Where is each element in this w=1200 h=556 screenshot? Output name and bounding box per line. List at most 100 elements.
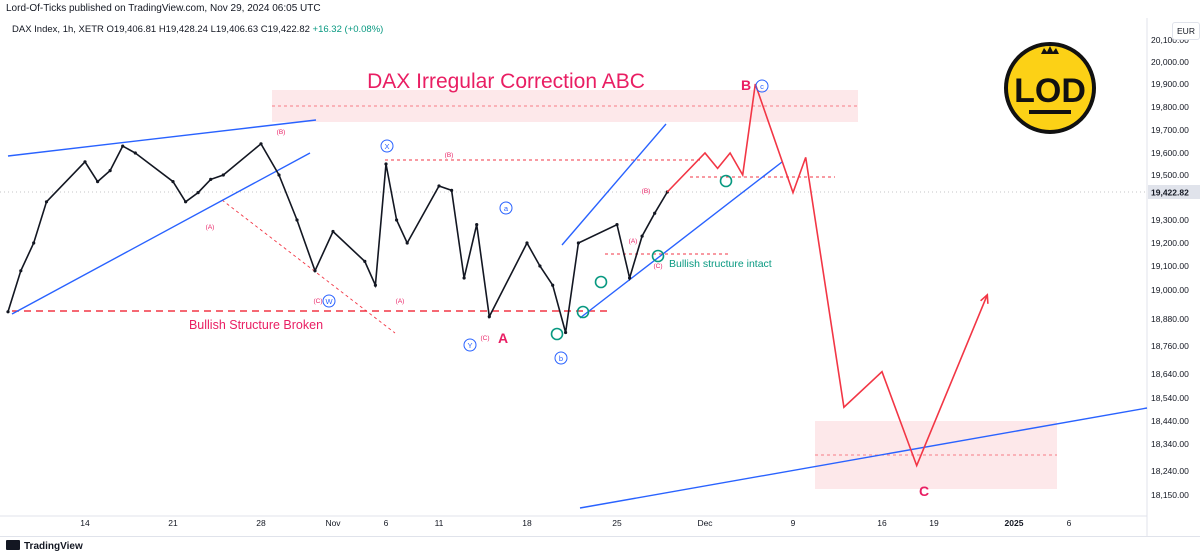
lod-logo: LOD xyxy=(1003,40,1097,134)
price-point xyxy=(475,223,478,226)
y-tick-label: 20,000.00 xyxy=(1151,57,1189,67)
last-price-label: 19,422.82 xyxy=(1151,188,1189,198)
price-point xyxy=(653,212,656,215)
wave-sublabel: (A) xyxy=(629,238,638,245)
price-point xyxy=(259,142,262,145)
price-point xyxy=(395,218,398,221)
price-point xyxy=(437,184,440,187)
price-point xyxy=(525,241,528,244)
price-change: +16.32 (+0.08%) xyxy=(313,24,384,35)
wave-sublabel: (B) xyxy=(445,152,454,159)
y-tick-label: 19,800.00 xyxy=(1151,102,1189,112)
diagonal-guide xyxy=(222,200,395,333)
price-point xyxy=(209,178,212,181)
price-point xyxy=(615,223,618,226)
price-point xyxy=(19,269,22,272)
price-point xyxy=(134,151,137,154)
symbol-name[interactable]: DAX Index, 1h, XETR xyxy=(12,24,104,35)
impulse-wave-circle-3 xyxy=(596,277,607,288)
x-tick-label: Nov xyxy=(325,518,341,528)
wave-sublabel: (B) xyxy=(642,188,651,195)
logo-text: LOD xyxy=(1014,72,1086,110)
currency-button[interactable]: EUR xyxy=(1172,22,1200,40)
wave-label-C: C xyxy=(919,483,929,499)
price-point xyxy=(32,241,35,244)
y-tick-label: 18,150.00 xyxy=(1151,490,1189,500)
wave-sublabel: (C) xyxy=(313,298,322,305)
bullish-broken-label: Bullish Structure Broken xyxy=(189,318,323,332)
y-tick-label: 19,500.00 xyxy=(1151,170,1189,180)
ohlc-high: H19,428.24 xyxy=(159,24,208,35)
y-tick-label: 18,440.00 xyxy=(1151,416,1189,426)
wave-y-label: Y xyxy=(467,341,472,350)
x-tick-label: 18 xyxy=(522,518,532,528)
price-point xyxy=(313,269,316,272)
x-tick-label: 6 xyxy=(384,518,389,528)
price-point xyxy=(222,173,225,176)
x-tick-label: 16 xyxy=(877,518,887,528)
wave-c-label: c xyxy=(760,82,764,91)
wave-b-label: b xyxy=(559,354,563,363)
y-tick-label: 18,240.00 xyxy=(1151,466,1189,476)
price-point xyxy=(538,264,541,267)
x-tick-label: 14 xyxy=(80,518,90,528)
projection-line xyxy=(667,84,987,466)
wave-w-label: W xyxy=(325,297,333,306)
ohlc-low: L19,406.63 xyxy=(211,24,259,35)
trendline-1 xyxy=(8,120,316,156)
price-point xyxy=(564,331,567,334)
price-point xyxy=(384,162,387,165)
trendline-4 xyxy=(580,162,782,318)
tradingview-brand[interactable]: TradingView xyxy=(6,540,83,552)
x-tick-label: 25 xyxy=(612,518,622,528)
price-point xyxy=(197,191,200,194)
price-point xyxy=(628,276,631,279)
ohlc-open: O19,406.81 xyxy=(107,24,157,35)
x-tick-label: 21 xyxy=(168,518,178,528)
y-tick-label: 18,340.00 xyxy=(1151,439,1189,449)
y-tick-label: 19,300.00 xyxy=(1151,215,1189,225)
x-tick-label: Dec xyxy=(697,518,713,528)
wave-label-A: A xyxy=(498,330,508,346)
price-point xyxy=(295,218,298,221)
x-tick-label: 9 xyxy=(791,518,796,528)
price-point xyxy=(463,276,466,279)
price-point xyxy=(551,284,554,287)
price-point xyxy=(109,169,112,172)
wave-sublabel: (C) xyxy=(480,335,489,342)
price-point xyxy=(374,284,377,287)
x-tick-label: 11 xyxy=(435,518,444,528)
price-point xyxy=(45,200,48,203)
impulse-wave-circle-4 xyxy=(653,251,664,262)
price-point xyxy=(450,189,453,192)
price-point xyxy=(121,145,124,148)
publisher-text: Lord-Of-Ticks published on TradingView.c… xyxy=(6,3,321,14)
ohlc-close: C19,422.82 xyxy=(261,24,310,35)
y-tick-label: 19,900.00 xyxy=(1151,79,1189,89)
y-tick-label: 18,640.00 xyxy=(1151,369,1189,379)
footer-bar: TradingView xyxy=(0,536,1200,556)
price-point xyxy=(577,241,580,244)
y-tick-label: 19,700.00 xyxy=(1151,125,1189,135)
y-tick-label: 18,540.00 xyxy=(1151,393,1189,403)
y-tick-label: 18,760.00 xyxy=(1151,341,1189,351)
y-tick-label: 18,880.00 xyxy=(1151,314,1189,324)
price-point xyxy=(406,241,409,244)
x-tick-label: 6 xyxy=(1067,518,1072,528)
price-point xyxy=(363,260,366,263)
price-point xyxy=(171,180,174,183)
wave-x-label: X xyxy=(384,142,389,151)
y-tick-label: 19,600.00 xyxy=(1151,148,1189,158)
y-tick-label: 19,000.00 xyxy=(1151,285,1189,295)
price-point xyxy=(6,310,9,313)
x-tick-label: 2025 xyxy=(1005,518,1024,528)
wave-sublabel: (C) xyxy=(653,263,662,270)
chart-title: DAX Irregular Correction ABC xyxy=(367,70,645,93)
brand-label: TradingView xyxy=(24,541,83,552)
wave-sublabel: (A) xyxy=(396,298,405,305)
publish-header: Lord-Of-Ticks published on TradingView.c… xyxy=(0,0,1200,18)
bullish-intact-label: Bullish structure intact xyxy=(669,258,772,270)
price-point xyxy=(331,230,334,233)
x-tick-label: 19 xyxy=(929,518,939,528)
x-tick-label: 28 xyxy=(256,518,266,528)
